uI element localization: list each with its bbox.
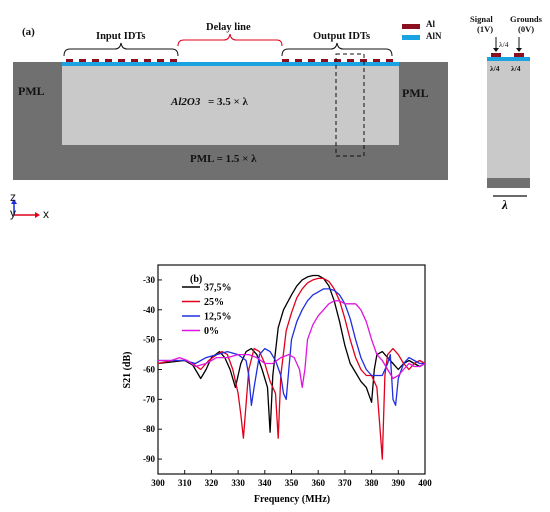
signal-electrode bbox=[491, 53, 501, 57]
input-idt-electrodes bbox=[66, 59, 177, 62]
unit-cell-substrate bbox=[487, 60, 530, 188]
y-tick-label: -40 bbox=[143, 305, 155, 315]
quarter-wavelength-top: λ/4 bbox=[499, 40, 509, 49]
x-tick-label: 380 bbox=[365, 478, 379, 488]
legend-label: 12,5% bbox=[204, 312, 232, 323]
substrate bbox=[62, 62, 399, 145]
input-idts-label: Input IDTs bbox=[96, 31, 146, 42]
x-tick-label: 360 bbox=[311, 478, 325, 488]
y-tick-label: -50 bbox=[143, 335, 155, 345]
pml-bottom-label: PML = 1.5 × λ bbox=[190, 153, 257, 165]
legend-al-swatch bbox=[402, 24, 420, 29]
wavelength-label: λ bbox=[502, 197, 508, 212]
x-tick-label: 300 bbox=[151, 478, 165, 488]
device-schematic bbox=[11, 24, 530, 218]
signal-voltage: (1V) bbox=[477, 24, 494, 34]
legend-label: 25% bbox=[204, 297, 224, 308]
pml-right-label: PML bbox=[402, 86, 429, 100]
x-tick-label: 370 bbox=[338, 478, 352, 488]
aln-layer bbox=[62, 62, 399, 66]
quarter-wavelength-left: λ/4 bbox=[490, 64, 500, 73]
output-idt-electrodes bbox=[282, 59, 393, 62]
y-tick-label: -70 bbox=[143, 394, 155, 404]
legend-label: 0% bbox=[204, 326, 219, 337]
x-tick-label: 340 bbox=[258, 478, 272, 488]
legend-aln-label: AlN bbox=[426, 31, 442, 41]
pml-left-label: PML bbox=[18, 84, 45, 98]
z-axis-label: z bbox=[10, 190, 16, 204]
s21-chart: 300 310 320 330 340 350 360 370 380 390 400 -30 -40 -… bbox=[122, 264, 432, 505]
y-tick-label: -90 bbox=[143, 454, 155, 464]
legend-label: 37,5% bbox=[204, 283, 232, 294]
series-line-2 bbox=[158, 288, 425, 406]
unit-cell-pml bbox=[487, 178, 530, 188]
x-tick-label: 310 bbox=[178, 478, 192, 488]
input-idt-brace bbox=[63, 42, 179, 57]
x-tick-label: 350 bbox=[285, 478, 299, 488]
delay-line-label: Delay line bbox=[206, 22, 251, 33]
legend-al-label: Al bbox=[426, 19, 435, 29]
legend-aln-swatch bbox=[402, 35, 420, 40]
grounds-label: Grounds bbox=[510, 14, 542, 24]
x-tick-label: 330 bbox=[231, 478, 245, 488]
output-idts-label: Output IDTs bbox=[313, 31, 371, 42]
unit-cell-aln bbox=[487, 57, 530, 61]
signal-label: Signal bbox=[470, 14, 493, 24]
x-axis-title: Frequency (MHz) bbox=[254, 494, 330, 505]
substrate-label: Al2O3 bbox=[171, 96, 201, 108]
y-tick-label: -30 bbox=[143, 275, 155, 285]
y-tick-label: -60 bbox=[143, 365, 155, 375]
y-axis-title: S21 (dB) bbox=[122, 352, 133, 389]
unit-cell-box bbox=[335, 53, 365, 157]
quarter-wavelength-right: λ/4 bbox=[511, 64, 521, 73]
x-axis-label: x bbox=[43, 207, 49, 221]
panel-b-label: (b) bbox=[190, 274, 202, 285]
x-tick-label: 400 bbox=[418, 478, 432, 488]
x-tick-label: 320 bbox=[205, 478, 219, 488]
output-idt-brace bbox=[281, 42, 393, 57]
substrate-thickness: = 3.5 × λ bbox=[208, 96, 248, 108]
ground-electrode bbox=[514, 53, 524, 57]
grounds-voltage: (0V) bbox=[518, 24, 535, 34]
series-line-3 bbox=[158, 300, 426, 389]
delay-line-brace bbox=[177, 33, 283, 47]
y-axis-label: y bbox=[10, 206, 16, 220]
series-line-0 bbox=[157, 274, 426, 433]
panel-a-label: (a) bbox=[22, 26, 35, 38]
y-tick-label: -80 bbox=[143, 424, 155, 434]
x-tick-label: 390 bbox=[392, 478, 406, 488]
